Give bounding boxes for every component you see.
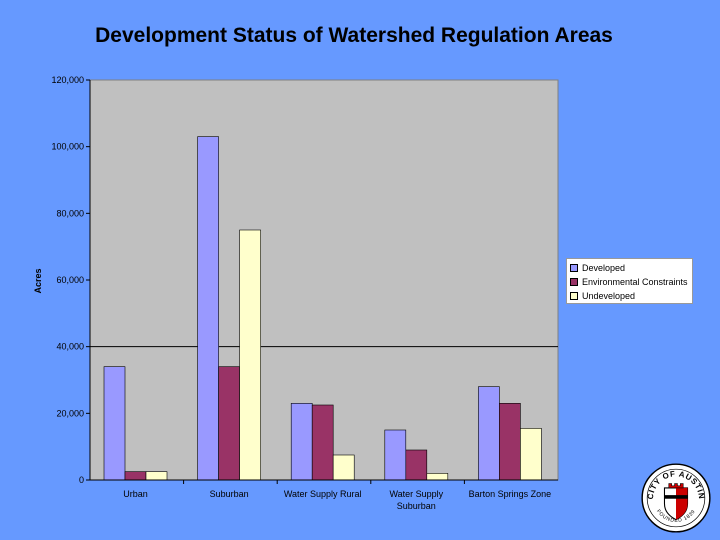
legend-item: Developed bbox=[570, 261, 689, 275]
bar-developed bbox=[478, 386, 500, 481]
legend-item: Environmental Constraints bbox=[570, 275, 689, 289]
x-tick-label: Urban bbox=[123, 489, 148, 499]
bar-developed bbox=[290, 403, 313, 481]
y-tick-label: 20,000 bbox=[56, 408, 84, 418]
y-tick-label: 80,000 bbox=[56, 208, 84, 218]
bar-developed bbox=[384, 429, 407, 481]
bar-undeveloped bbox=[145, 471, 168, 481]
y-axis-title: Acres bbox=[33, 268, 43, 293]
bar-undeveloped bbox=[332, 454, 355, 481]
legend-label: Environmental Constraints bbox=[582, 277, 688, 287]
x-tick-label: Water Supply bbox=[389, 489, 443, 499]
legend-swatch bbox=[570, 264, 578, 272]
legend-label: Developed bbox=[582, 263, 626, 273]
legend-item: Undeveloped bbox=[570, 289, 689, 303]
bar-developed bbox=[103, 366, 126, 481]
bar-undeveloped bbox=[520, 428, 542, 481]
bar-undeveloped bbox=[239, 229, 261, 481]
bar-environmental-constraints bbox=[499, 403, 521, 481]
legend-swatch bbox=[570, 278, 578, 286]
x-tick-label: Suburban bbox=[397, 501, 436, 511]
y-tick-label: 60,000 bbox=[56, 275, 84, 285]
x-labels: Urban Suburban Water Supply Rural Water Sup… bbox=[123, 480, 551, 511]
chart-title: Development Status of Watershed Regulati… bbox=[95, 24, 613, 47]
bar-environmental-constraints bbox=[124, 471, 147, 481]
bar-undeveloped bbox=[426, 473, 449, 481]
bar-developed bbox=[197, 136, 219, 481]
y-tick-label: 40,000 bbox=[56, 342, 84, 352]
legend-swatch bbox=[570, 292, 578, 300]
city-of-austin-seal-icon: CITY OF AUSTIN FOUNDED 1839 bbox=[641, 463, 711, 533]
legend-label: Undeveloped bbox=[582, 291, 636, 301]
y-tick-label: 0 bbox=[79, 475, 84, 485]
bar-environmental-constraints bbox=[405, 449, 428, 481]
x-tick-label: Barton Springs Zone bbox=[469, 489, 552, 499]
bar-environmental-constraints bbox=[218, 366, 240, 481]
y-tick-label: 100,000 bbox=[51, 142, 84, 152]
y-tick-label: 120,000 bbox=[51, 75, 84, 85]
bars bbox=[103, 136, 542, 481]
x-tick-label: Suburban bbox=[210, 489, 249, 499]
bar-environmental-constraints bbox=[311, 404, 334, 481]
legend: Developed Environmental Constraints Undeve… bbox=[566, 258, 693, 304]
y-ticks: 0 20,000 40,000 60,000 80,000 100,000 120,000 bbox=[51, 75, 90, 485]
x-tick-label: Water Supply Rural bbox=[284, 489, 362, 499]
